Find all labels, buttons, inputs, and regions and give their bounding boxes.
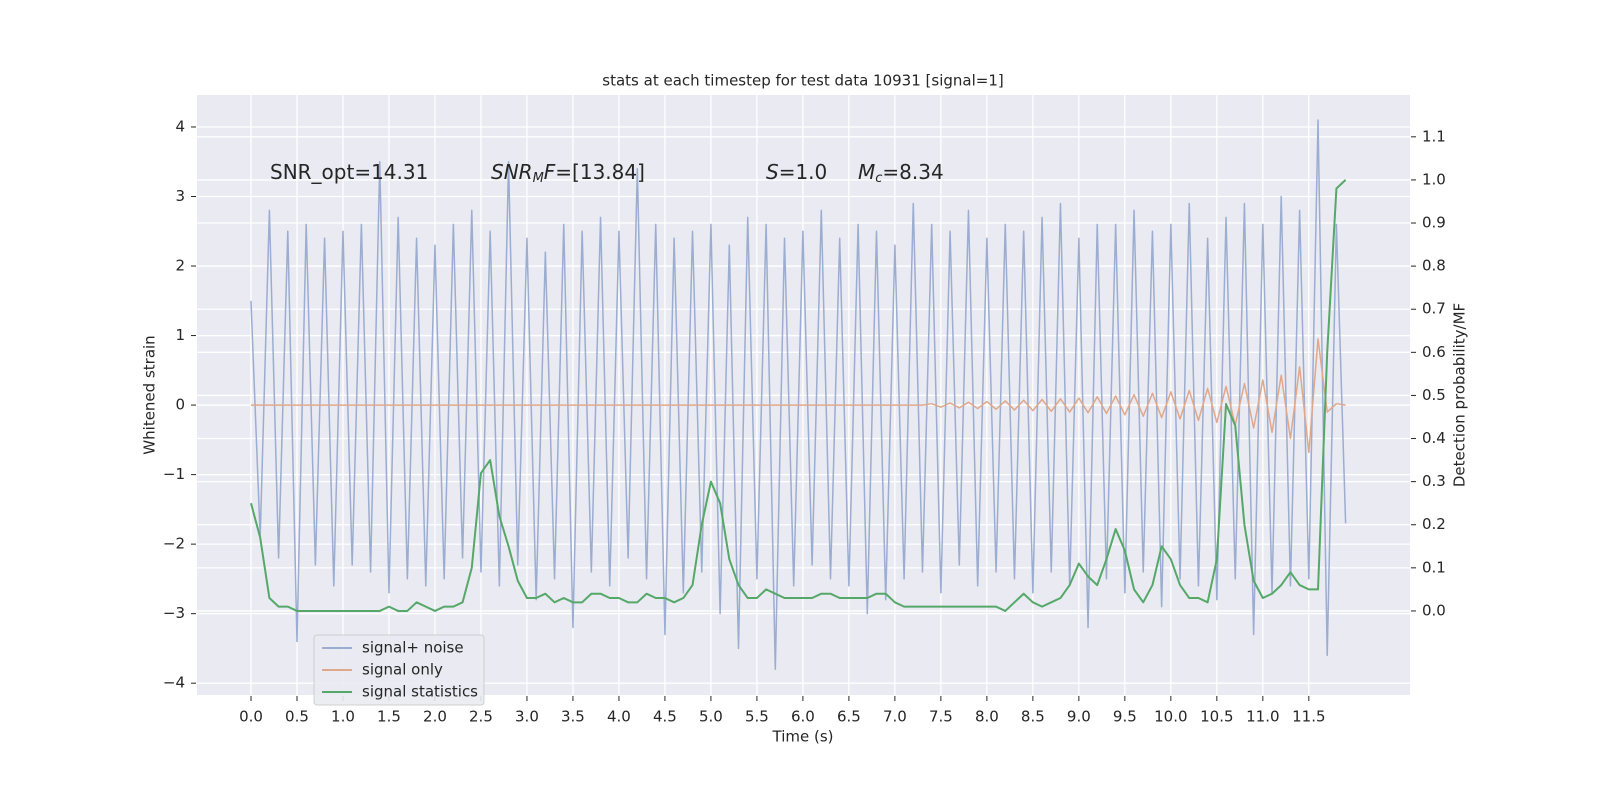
x-tick-label: 1.0	[331, 708, 355, 726]
x-tick-label: 5.5	[745, 708, 769, 726]
x-tick-label: 0.5	[285, 708, 309, 726]
series-line	[250, 119, 1347, 671]
x-tick-label: 1.5	[377, 708, 401, 726]
grid	[197, 95, 1410, 695]
x-tick-label: 5.0	[699, 708, 723, 726]
y2-axis-label: Detection probability/MF	[1451, 303, 1469, 487]
annotation-part: c	[875, 171, 882, 186]
annotation-part: S	[766, 160, 779, 184]
legend-label: signal only	[362, 661, 443, 679]
x-tick-label: 11.5	[1292, 708, 1325, 726]
y-tick-label: 4	[175, 117, 185, 135]
y2-tick-label: 0.1	[1422, 558, 1446, 576]
y2-tick-label: 0.7	[1422, 300, 1446, 318]
y-tick-label: 1	[175, 326, 185, 344]
legend-label: signal statistics	[362, 683, 478, 701]
y2-tick-label: 0.4	[1422, 429, 1446, 447]
annotation-part: =[13.84]	[555, 160, 645, 184]
series-line	[250, 338, 1346, 454]
series-line	[250, 179, 1347, 612]
annotation: S=1.0	[766, 160, 827, 184]
y-tick-label: 3	[175, 187, 185, 205]
legend-box	[313, 634, 485, 706]
y2-tick-label: 0.5	[1422, 386, 1446, 404]
annotation-part: SNR	[491, 160, 533, 184]
y-tick-label: 0	[175, 396, 185, 414]
y2-tick-label: 0.9	[1422, 214, 1446, 232]
y2-tick-label: 0.3	[1422, 472, 1446, 490]
x-tick-label: 8.5	[1021, 708, 1045, 726]
legend: signal+ noise signal only signal statistic…	[313, 634, 485, 706]
y-tick-label: 2	[175, 257, 185, 275]
chart-title: stats at each timestep for test data 109…	[602, 72, 1003, 90]
x-tick-label: 6.5	[837, 708, 861, 726]
y2-tick-label: 0.2	[1422, 515, 1446, 533]
annotation-part: =1.0	[779, 160, 828, 184]
x-tick-label: 9.5	[1113, 708, 1137, 726]
y2-tick-label: 0.0	[1422, 601, 1446, 619]
annotation-part: F	[544, 160, 556, 184]
y2-tick-label: 1.1	[1422, 127, 1446, 145]
annotation-part: SNR_opt=14.31	[270, 160, 428, 184]
x-tick-label: 2.0	[423, 708, 447, 726]
x-tick-label: 0.0	[239, 708, 263, 726]
y2-tick-label: 0.6	[1422, 343, 1446, 361]
annotation-part: M	[858, 160, 875, 184]
annotation: Mc=8.34	[858, 160, 944, 186]
y-tick-label: −3	[163, 604, 185, 622]
x-tick-label: 8.0	[975, 708, 999, 726]
y-tick-label: −1	[163, 465, 185, 483]
x-tick-label: 9.0	[1067, 708, 1091, 726]
annotation-part: M	[533, 171, 544, 186]
legend-label: signal+ noise	[362, 639, 464, 657]
annotation-part: =8.34	[882, 160, 943, 184]
y2-tick-label: 1.0	[1422, 170, 1446, 188]
x-tick-label: 7.0	[883, 708, 907, 726]
x-tick-label: 10.5	[1200, 708, 1233, 726]
annotation: SNRMF=[13.84]	[491, 160, 645, 186]
x-tick-label: 4.0	[607, 708, 631, 726]
y2-tick-label: 0.8	[1422, 257, 1446, 275]
y-axis-label: Whitened strain	[141, 335, 159, 454]
x-tick-label: 3.5	[561, 708, 585, 726]
x-tick-label: 7.5	[929, 708, 953, 726]
y-tick-label: −4	[163, 674, 185, 692]
x-tick-label: 10.0	[1154, 708, 1187, 726]
x-tick-label: 2.5	[469, 708, 493, 726]
y-tick-label: −2	[163, 535, 185, 553]
x-tick-label: 6.0	[791, 708, 815, 726]
x-tick-label: 4.5	[653, 708, 677, 726]
x-axis-label: Time (s)	[772, 728, 834, 746]
x-tick-label: 3.0	[515, 708, 539, 726]
annotation: SNR_opt=14.31	[270, 160, 428, 184]
x-tick-label: 11.0	[1246, 708, 1279, 726]
